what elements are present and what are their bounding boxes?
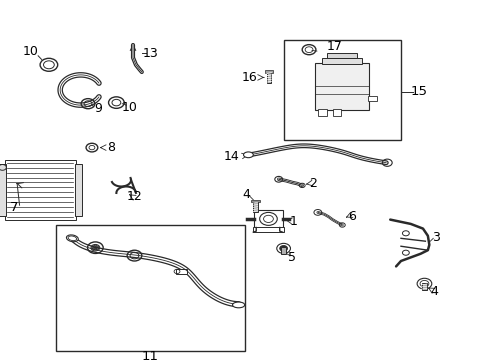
Text: 10: 10 bbox=[23, 45, 39, 58]
Text: 8: 8 bbox=[107, 141, 115, 154]
Text: 7: 7 bbox=[9, 201, 18, 214]
Bar bbox=[5, 160, 76, 220]
Text: 4: 4 bbox=[242, 188, 249, 201]
Bar bbox=[266, 71, 271, 83]
Text: 16: 16 bbox=[241, 71, 257, 84]
Ellipse shape bbox=[243, 152, 253, 158]
Text: 5: 5 bbox=[288, 251, 296, 264]
Bar bbox=[251, 200, 259, 202]
Bar bbox=[326, 53, 356, 58]
Text: 17: 17 bbox=[326, 40, 342, 53]
Bar bbox=[254, 210, 282, 228]
Bar bbox=[75, 164, 81, 216]
Bar bbox=[321, 58, 361, 64]
Bar bbox=[56, 225, 244, 351]
Text: 2: 2 bbox=[308, 177, 316, 190]
Bar bbox=[421, 283, 426, 290]
Bar bbox=[253, 227, 283, 232]
Text: 6: 6 bbox=[347, 210, 355, 222]
Text: 9: 9 bbox=[94, 102, 102, 114]
Ellipse shape bbox=[66, 235, 78, 242]
Circle shape bbox=[279, 246, 287, 251]
Text: 3: 3 bbox=[431, 231, 439, 244]
Bar bbox=[317, 109, 326, 116]
Text: 15: 15 bbox=[410, 85, 427, 98]
Text: 12: 12 bbox=[126, 190, 142, 203]
Bar bbox=[332, 109, 341, 116]
Ellipse shape bbox=[232, 302, 244, 308]
Bar bbox=[264, 70, 273, 73]
Bar bbox=[315, 63, 368, 110]
Ellipse shape bbox=[68, 236, 77, 240]
Bar bbox=[176, 269, 186, 274]
Bar bbox=[283, 40, 400, 140]
Text: 10: 10 bbox=[122, 101, 138, 114]
Bar bbox=[367, 96, 376, 101]
Text: 1: 1 bbox=[289, 215, 297, 228]
Text: 13: 13 bbox=[142, 47, 158, 60]
Text: 4: 4 bbox=[429, 285, 437, 298]
Text: 11: 11 bbox=[142, 350, 158, 360]
Bar bbox=[253, 201, 257, 212]
Text: 14: 14 bbox=[223, 150, 239, 163]
Bar bbox=[0, 164, 6, 216]
Bar bbox=[281, 247, 285, 254]
